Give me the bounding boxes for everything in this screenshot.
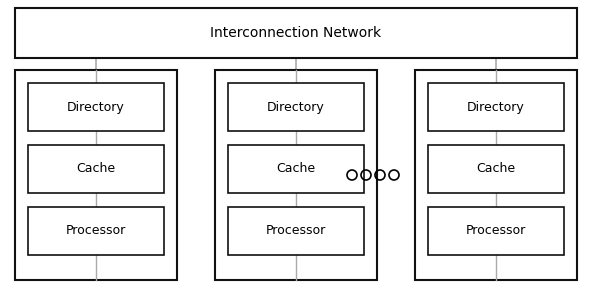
Bar: [15, 70, 177, 280]
Bar: [428, 83, 564, 131]
Text: Processor: Processor: [66, 225, 126, 238]
Bar: [28, 83, 164, 131]
Text: Directory: Directory: [467, 100, 525, 113]
Bar: [228, 145, 364, 193]
Bar: [215, 70, 377, 280]
Bar: [28, 207, 164, 255]
Bar: [15, 8, 577, 58]
Text: Directory: Directory: [67, 100, 125, 113]
Text: Cache: Cache: [476, 162, 515, 176]
Bar: [28, 145, 164, 193]
Bar: [415, 70, 577, 280]
Bar: [228, 207, 364, 255]
Bar: [228, 83, 364, 131]
Text: Processor: Processor: [466, 225, 526, 238]
Text: Processor: Processor: [266, 225, 326, 238]
Bar: [428, 207, 564, 255]
Bar: [428, 145, 564, 193]
Text: Directory: Directory: [267, 100, 325, 113]
Text: Cache: Cache: [76, 162, 116, 176]
Text: Cache: Cache: [277, 162, 316, 176]
Text: Interconnection Network: Interconnection Network: [211, 26, 382, 40]
